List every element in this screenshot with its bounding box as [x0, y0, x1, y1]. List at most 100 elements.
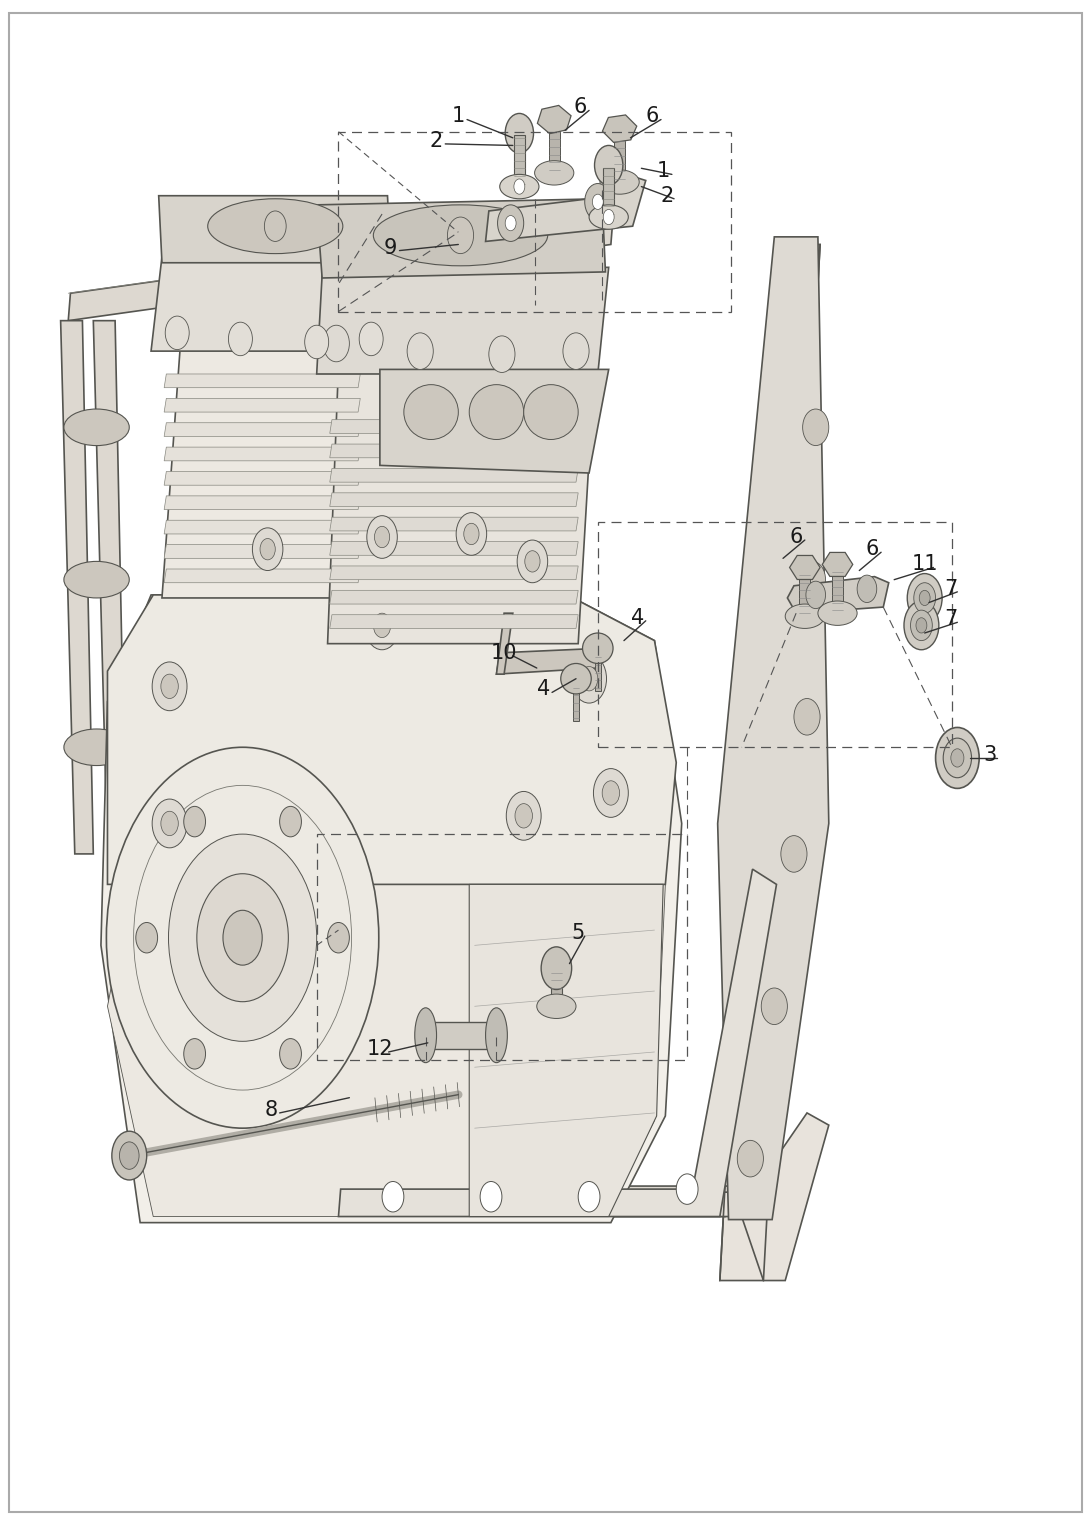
Bar — [573, 679, 579, 721]
Ellipse shape — [64, 561, 129, 598]
Ellipse shape — [107, 747, 379, 1128]
Text: 9: 9 — [384, 238, 397, 258]
Ellipse shape — [505, 215, 516, 230]
Text: 2: 2 — [661, 186, 674, 206]
Polygon shape — [329, 517, 578, 531]
Ellipse shape — [196, 874, 288, 1002]
Polygon shape — [101, 595, 682, 1223]
Ellipse shape — [64, 729, 129, 766]
Text: 1: 1 — [657, 162, 670, 181]
Polygon shape — [329, 541, 578, 555]
Ellipse shape — [264, 210, 286, 241]
Ellipse shape — [806, 581, 826, 608]
Ellipse shape — [541, 947, 572, 990]
Bar — [595, 648, 601, 691]
Ellipse shape — [951, 749, 964, 767]
Ellipse shape — [524, 384, 578, 439]
Ellipse shape — [359, 322, 383, 355]
Ellipse shape — [183, 807, 205, 837]
Ellipse shape — [497, 204, 524, 241]
Ellipse shape — [464, 523, 479, 544]
Polygon shape — [164, 544, 360, 558]
Polygon shape — [164, 374, 360, 387]
Text: 6: 6 — [646, 107, 659, 127]
Polygon shape — [164, 398, 360, 412]
Ellipse shape — [589, 204, 628, 229]
Text: 7: 7 — [944, 580, 958, 599]
Ellipse shape — [373, 204, 548, 265]
Polygon shape — [329, 444, 578, 458]
Ellipse shape — [160, 674, 178, 698]
Polygon shape — [338, 869, 777, 1217]
Polygon shape — [496, 648, 602, 674]
Polygon shape — [329, 468, 578, 482]
Ellipse shape — [920, 590, 931, 605]
Text: 5: 5 — [572, 923, 585, 942]
Ellipse shape — [738, 1141, 764, 1177]
Ellipse shape — [367, 515, 397, 558]
Ellipse shape — [762, 988, 788, 1025]
Ellipse shape — [563, 332, 589, 369]
Polygon shape — [329, 493, 578, 506]
Polygon shape — [327, 366, 595, 644]
Ellipse shape — [135, 923, 157, 953]
Polygon shape — [469, 884, 663, 1217]
Polygon shape — [380, 369, 609, 473]
Text: 2: 2 — [430, 131, 443, 151]
Polygon shape — [602, 114, 637, 142]
Ellipse shape — [578, 1182, 600, 1212]
Text: 8: 8 — [264, 1100, 277, 1119]
Bar — [316, 834, 687, 1060]
Bar — [338, 131, 731, 311]
Bar — [514, 134, 525, 186]
Ellipse shape — [64, 409, 129, 445]
Ellipse shape — [537, 994, 576, 1019]
Ellipse shape — [515, 804, 532, 828]
Polygon shape — [329, 566, 578, 580]
Ellipse shape — [916, 618, 927, 633]
Ellipse shape — [580, 666, 598, 691]
Ellipse shape — [279, 807, 301, 837]
Ellipse shape — [911, 610, 933, 640]
Bar — [425, 1022, 496, 1049]
Ellipse shape — [803, 409, 829, 445]
Bar — [800, 567, 811, 616]
Polygon shape — [485, 171, 646, 241]
Ellipse shape — [373, 613, 391, 637]
Ellipse shape — [908, 573, 943, 622]
Ellipse shape — [456, 512, 487, 555]
Bar — [614, 128, 625, 181]
Polygon shape — [164, 496, 360, 509]
Ellipse shape — [404, 384, 458, 439]
Ellipse shape — [152, 799, 187, 848]
Text: 4: 4 — [632, 608, 645, 628]
Ellipse shape — [323, 325, 349, 361]
Ellipse shape — [936, 727, 979, 788]
Ellipse shape — [165, 316, 189, 349]
Polygon shape — [158, 195, 391, 262]
Polygon shape — [329, 419, 578, 433]
Ellipse shape — [505, 113, 533, 152]
Polygon shape — [496, 613, 513, 674]
Polygon shape — [316, 198, 606, 278]
Polygon shape — [720, 244, 820, 1281]
Polygon shape — [790, 555, 820, 580]
Ellipse shape — [223, 910, 262, 965]
Polygon shape — [142, 1186, 744, 1217]
Ellipse shape — [207, 198, 343, 253]
Ellipse shape — [781, 836, 807, 872]
Bar — [603, 168, 614, 217]
Polygon shape — [823, 552, 853, 576]
Ellipse shape — [585, 183, 611, 220]
Ellipse shape — [786, 604, 825, 628]
Ellipse shape — [514, 178, 525, 194]
Ellipse shape — [583, 633, 613, 663]
Polygon shape — [788, 576, 889, 613]
Text: 7: 7 — [944, 610, 958, 630]
Polygon shape — [316, 267, 609, 374]
Ellipse shape — [603, 209, 614, 224]
Text: 3: 3 — [983, 744, 997, 766]
Ellipse shape — [595, 145, 623, 185]
Text: 6: 6 — [574, 98, 587, 117]
Polygon shape — [538, 105, 571, 134]
